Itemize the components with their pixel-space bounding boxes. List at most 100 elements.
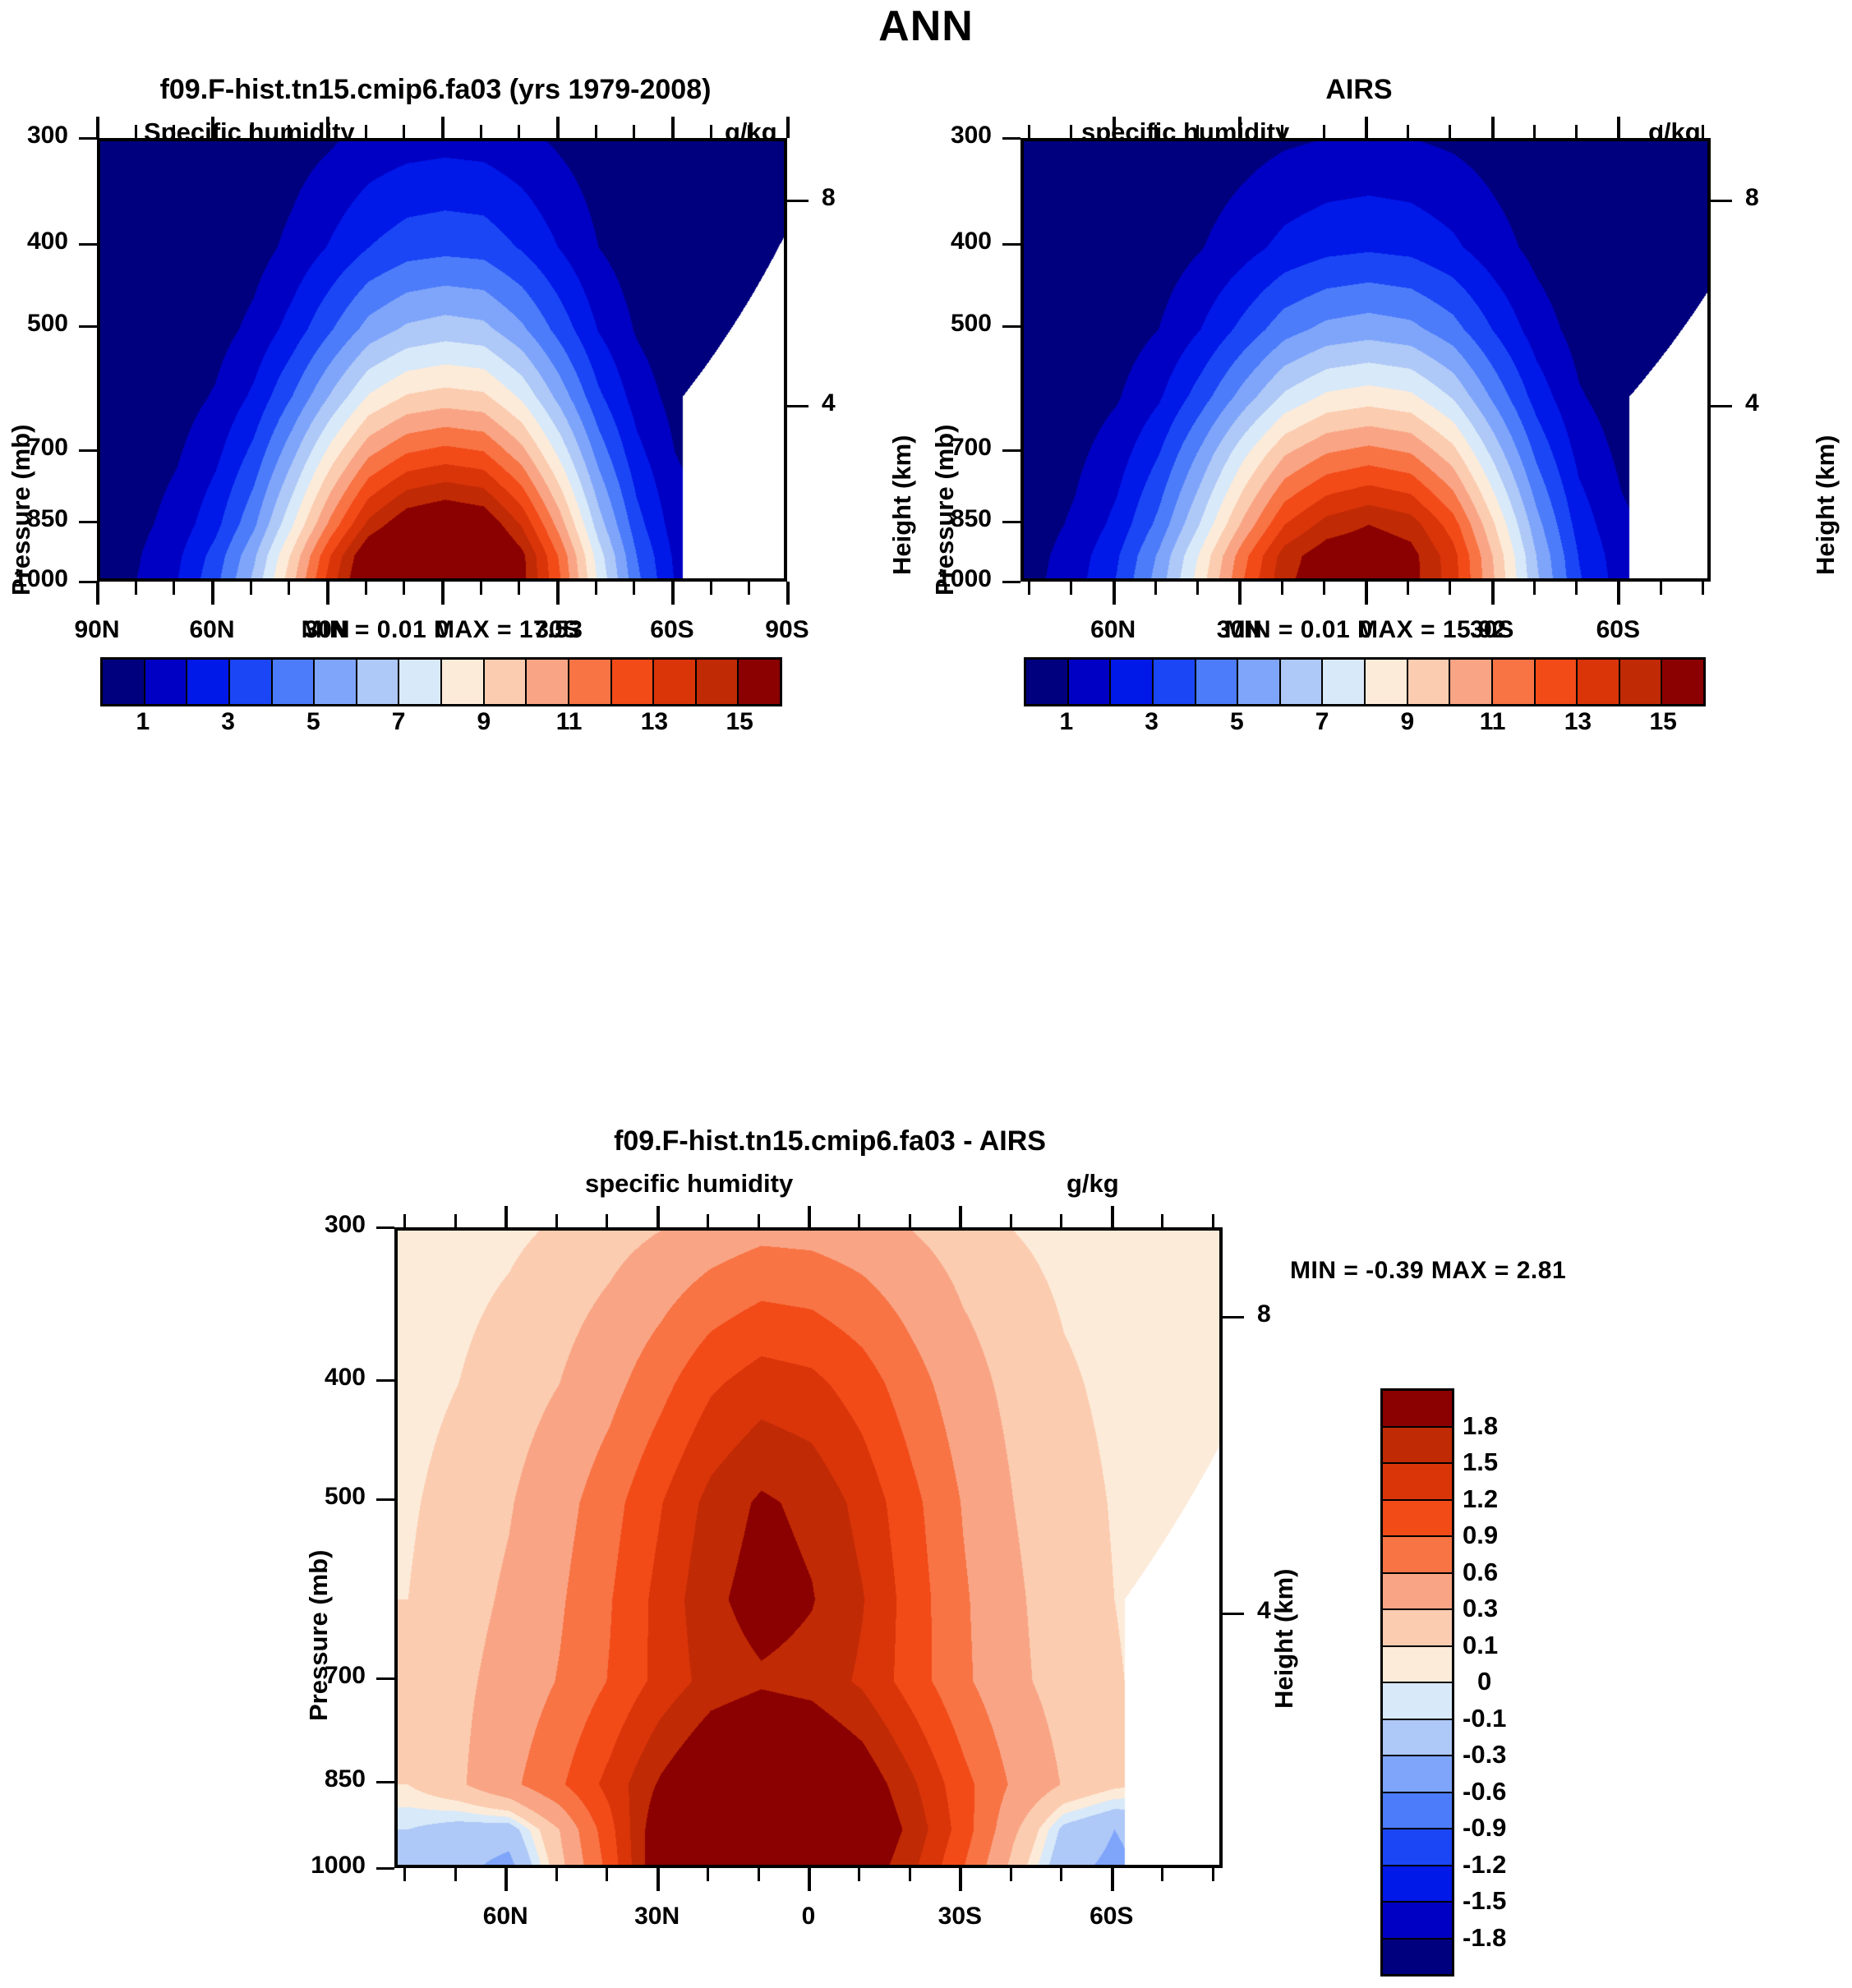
y2-tick-mark — [787, 199, 809, 202]
y-tick-label: 300 — [950, 122, 992, 149]
panel-obs-plot-area[interactable] — [1020, 138, 1711, 582]
x-tick-mark-top — [1365, 117, 1368, 138]
x-tick-mark — [786, 582, 790, 605]
colorbar-cell — [1383, 1829, 1452, 1866]
y2-tick-mark — [1223, 1613, 1244, 1616]
y-tick-label: 500 — [324, 1482, 366, 1510]
x-tick-mark — [1407, 582, 1410, 595]
y-tick-mark — [376, 1677, 394, 1680]
y-tick-mark — [1002, 521, 1020, 524]
x-tick-mark — [479, 582, 482, 595]
colorbar-cell — [103, 660, 145, 704]
panel-model-ticks: 300 400 500 700 850 1000 8 4 90N 60N 30N 0 30S 60S 90S — [0, 74, 928, 698]
x-tick-mark-top — [908, 1214, 911, 1227]
y2-tick-label: 4 — [1745, 389, 1759, 416]
colorbar-cell — [229, 660, 273, 704]
colorbar-tick-label: 15 — [1649, 708, 1677, 735]
colorbar-tick-label: 1 — [136, 708, 150, 735]
x-tick-mark-top — [959, 1206, 963, 1227]
colorbar-tick-label: 7 — [1315, 708, 1329, 735]
colorbar-tick-label: 0.9 — [1463, 1521, 1499, 1549]
panel-model-plot-area[interactable] — [97, 138, 787, 582]
y2-tick-mark — [787, 404, 809, 407]
colorbar-cell — [1383, 1537, 1452, 1574]
x-tick-mark — [1575, 582, 1578, 595]
colorbar-cell — [1383, 1610, 1452, 1647]
colorbar-tick-label: 0.1 — [1463, 1630, 1499, 1659]
colorbar-cell — [1407, 660, 1451, 704]
x-tick-mark-top — [518, 125, 521, 138]
y-tick-label: 300 — [26, 122, 68, 149]
x-tick-mark — [555, 1868, 558, 1881]
panel-obs-title: AIRS — [1325, 74, 1393, 105]
colorbar-cell — [1619, 660, 1663, 704]
colorbar-cell — [1535, 660, 1578, 704]
x-tick-mark — [1280, 582, 1283, 595]
colorbar-difference-strip[interactable] — [1380, 1388, 1454, 1976]
x-tick-mark-top — [555, 1214, 558, 1227]
colorbar-cell — [357, 660, 400, 704]
x-tick-mark — [364, 582, 367, 595]
x-tick-mark-top — [1701, 125, 1704, 138]
panel-model-colorbar[interactable]: 1 3 5 7 9 11 13 15 — [100, 657, 782, 739]
x-tick-mark — [757, 1868, 760, 1881]
y2-tick-label: 8 — [1257, 1300, 1271, 1328]
colorbar-tick-label: 1.2 — [1463, 1484, 1499, 1513]
y-tick-mark — [376, 1498, 394, 1501]
panel-diff-plot-area[interactable] — [394, 1227, 1223, 1868]
x-tick-mark-top — [707, 1214, 710, 1227]
x-tick-mark — [959, 1868, 963, 1891]
x-tick-mark — [441, 582, 445, 605]
panel-model-title: f09.F-hist.tn15.cmip6.fa03 (yrs 1979-200… — [159, 74, 712, 105]
y-tick-label: 850 — [26, 505, 68, 533]
x-tick-mark-top — [441, 117, 445, 138]
colorbar-cell — [1238, 660, 1281, 704]
x-tick-label: 90N — [74, 616, 120, 643]
colorbar-cell — [484, 660, 527, 704]
y-tick-label: 400 — [324, 1364, 366, 1392]
x-tick-mark — [1110, 1868, 1114, 1891]
x-tick-mark — [1196, 582, 1200, 595]
y-tick-mark — [376, 1780, 394, 1783]
colorbar-tick-label: -1.5 — [1463, 1886, 1507, 1915]
panel-diff-colorbar[interactable]: 1.8 1.5 1.2 0.9 0.6 0.3 0.1 0 -0.1 -0.3 -0.6 -0.9 -1… — [1380, 1388, 1627, 1988]
x-tick-mark — [518, 582, 521, 595]
colorbar-cell — [1578, 660, 1620, 704]
x-tick-label: 30S — [535, 616, 579, 643]
x-tick-label: 60S — [1090, 1903, 1134, 1930]
panel-diff-ticks: 300 400 500 700 850 1000 8 4 60N 30N 0 30S 60S — [311, 1125, 1852, 1985]
x-tick-mark — [1009, 1868, 1012, 1881]
x-tick-mark-top — [173, 125, 176, 138]
x-tick-mark-top — [1575, 125, 1578, 138]
panel-obs-colorbar[interactable]: 1 3 5 7 9 11 13 15 — [1024, 657, 1706, 739]
x-tick-mark — [1070, 582, 1073, 595]
x-tick-mark-top — [858, 1214, 861, 1227]
x-tick-mark-top — [1280, 125, 1283, 138]
y2-tick-label: 8 — [822, 183, 836, 211]
x-tick-mark — [403, 1868, 407, 1881]
x-tick-label: 60S — [650, 616, 694, 643]
colorbar-cell — [442, 660, 485, 704]
y-tick-label: 1000 — [311, 1852, 366, 1879]
y-tick-mark — [79, 449, 97, 453]
panel-obs-ticks: 300 400 500 700 850 1000 8 4 60N 30N 0 30S 60S — [924, 74, 1852, 698]
y-tick-mark — [79, 137, 97, 140]
x-tick-mark-top — [1110, 1206, 1114, 1227]
panel-diff: f09.F-hist.tn15.cmip6.fa03 - AIRS specif… — [304, 1125, 1852, 1988]
x-tick-mark-top — [288, 125, 291, 138]
x-tick-mark — [1449, 582, 1452, 595]
colorbar-tick-label: 0 — [1477, 1667, 1492, 1696]
y2-tick-mark — [1223, 1316, 1244, 1319]
x-tick-mark — [454, 1868, 457, 1881]
x-tick-mark-top — [786, 117, 790, 138]
colorbar-cell — [569, 660, 612, 704]
x-tick-mark-top — [1238, 117, 1242, 138]
x-tick-mark — [858, 1868, 861, 1881]
x-tick-mark — [1211, 1868, 1214, 1881]
colorbar-cell — [1383, 1573, 1452, 1610]
panel-diff-variable-label: specific humidity — [585, 1169, 794, 1198]
colorbar-absolute-strip[interactable] — [100, 657, 782, 706]
x-tick-label: 0 — [435, 616, 449, 643]
colorbar-cell — [1068, 660, 1112, 704]
colorbar-absolute-strip-obs[interactable] — [1024, 657, 1706, 706]
